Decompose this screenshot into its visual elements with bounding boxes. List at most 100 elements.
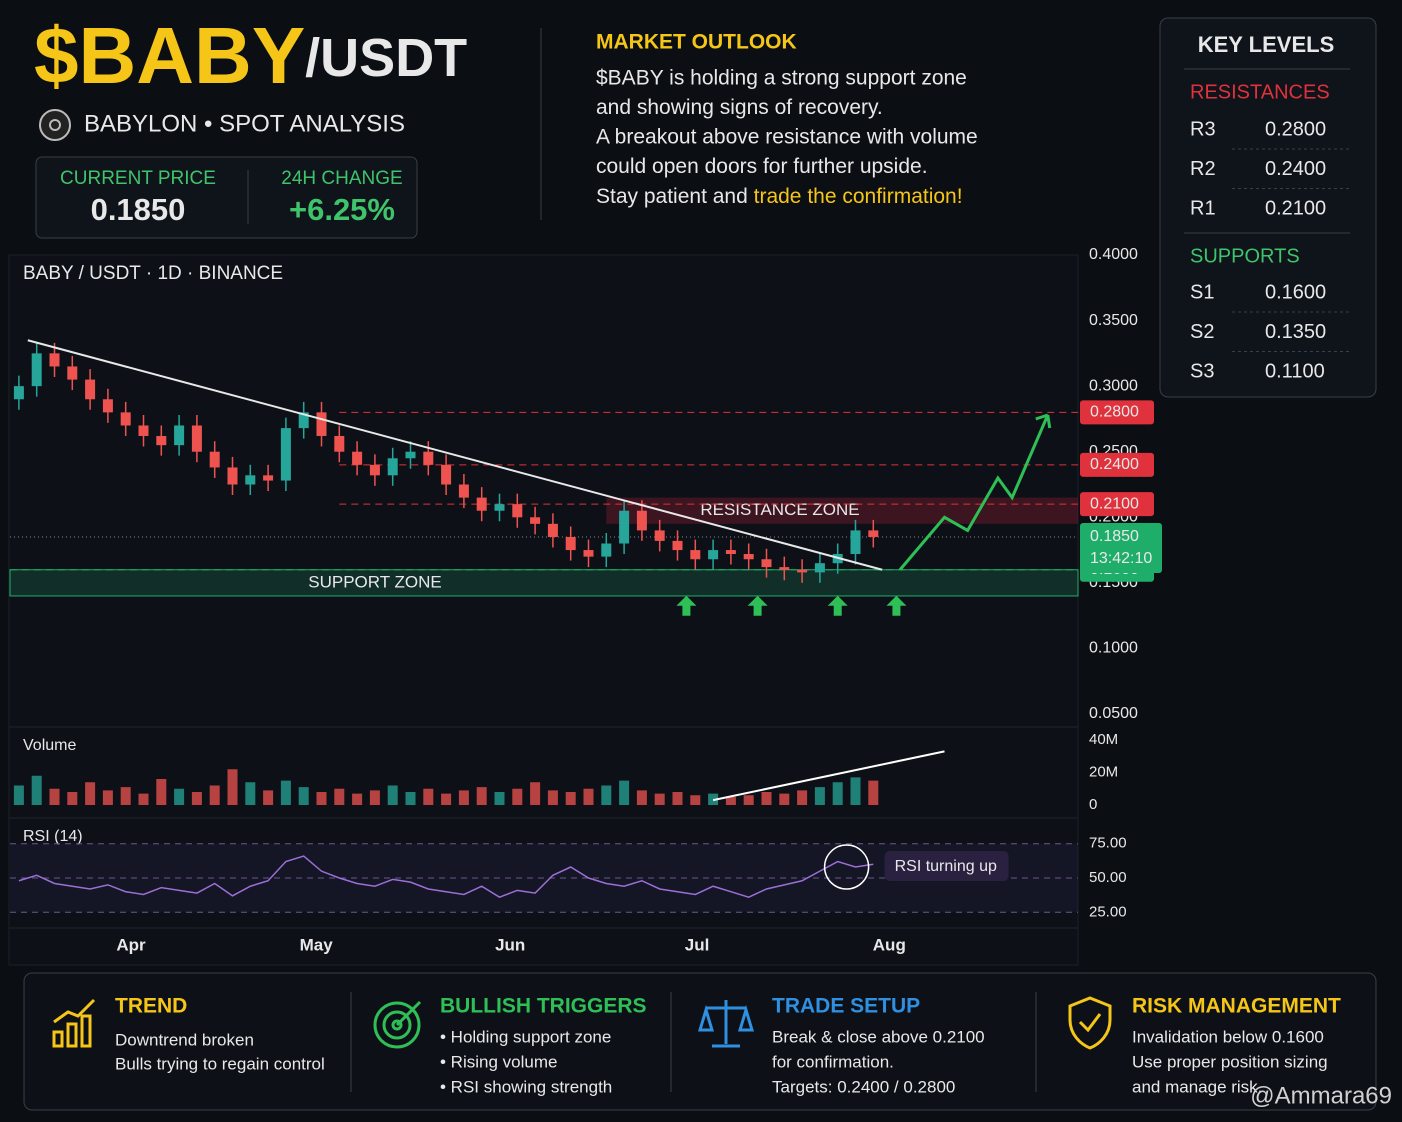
candle-body — [423, 451, 434, 465]
footer-line: Break & close above 0.2100 — [772, 1027, 985, 1046]
candle-body — [494, 504, 505, 511]
symbol: $BABY — [34, 11, 305, 100]
resistance-zone — [606, 497, 1078, 524]
volume-bar — [512, 788, 523, 805]
candle-body — [13, 386, 24, 400]
volume-bar — [280, 780, 291, 805]
candle-body — [868, 530, 879, 537]
volume-bar — [174, 788, 185, 805]
level-label: 0.2400 — [1090, 456, 1139, 473]
candle-body — [654, 530, 665, 541]
change: +6.25% — [289, 192, 395, 227]
level-name: R3 — [1190, 118, 1216, 140]
rsi-highlight — [823, 844, 870, 890]
candle-body — [369, 464, 380, 476]
level-label: 0.2100 — [1090, 495, 1139, 512]
candle-body — [316, 412, 327, 436]
volume-bar — [654, 793, 665, 805]
candle-body — [298, 412, 309, 429]
candle-body — [120, 412, 131, 426]
supports-title: SUPPORTS — [1190, 245, 1300, 267]
candle-body — [209, 451, 220, 468]
volume-bar — [369, 790, 380, 805]
outlook-line: A breakout above resistance with volume — [596, 126, 978, 149]
volume-bar — [387, 785, 398, 805]
volume-bar — [245, 782, 256, 805]
shield-icon — [1068, 996, 1112, 1050]
volume-bar — [67, 792, 78, 805]
candle-body — [743, 554, 754, 560]
footer-line: Downtrend broken — [115, 1030, 254, 1049]
volume-bar — [494, 792, 505, 805]
x-tick-label: Apr — [116, 935, 146, 954]
volume-bar — [31, 775, 42, 805]
key-levels-panel — [1159, 17, 1377, 398]
volume-bar — [672, 792, 683, 805]
level-name: S2 — [1190, 321, 1214, 343]
footer-line: Use proper position sizing — [1132, 1052, 1328, 1071]
level-name: S1 — [1190, 281, 1214, 303]
volume-bar — [797, 790, 808, 805]
candle-body — [512, 504, 523, 518]
footer: TREND Downtrend broken Bulls trying to reg… — [115, 995, 1341, 1097]
panel-label: RSI (14) — [23, 828, 83, 845]
volume-bar — [441, 793, 452, 805]
outlook-line: Stay patient and trade the confirmation! — [596, 185, 963, 208]
label: CURRENT PRICE — [60, 168, 216, 189]
candle-body — [619, 510, 630, 544]
level-table: R3 0.2800 R2 0.2400 R1 0.2100 S1 0.1600 S2 0.1350… — [1190, 118, 1350, 382]
volume-bar — [191, 792, 202, 805]
current-tag — [1080, 522, 1162, 573]
volume-bar — [565, 792, 576, 805]
volume-bar — [814, 787, 825, 805]
resistances-title: RESISTANCES — [1190, 81, 1330, 103]
y-tick-label: 0.4000 — [1089, 246, 1138, 263]
level-tag — [1080, 492, 1154, 517]
annotation: RSI turning up — [895, 858, 997, 875]
support-arrow — [747, 595, 768, 616]
candle-body — [547, 523, 558, 537]
volume-trend — [712, 750, 945, 802]
volume-bar — [583, 788, 594, 805]
volume-bar — [49, 788, 60, 805]
volume-bar — [868, 780, 879, 805]
candle-body — [352, 451, 363, 465]
key-levels-title: KEY LEVELS — [1198, 32, 1335, 57]
trend-icon — [52, 998, 96, 1048]
volume-bar — [743, 795, 754, 805]
level-value: 0.2800 — [1265, 118, 1326, 140]
arrow-head — [1035, 413, 1052, 429]
level-name: R1 — [1190, 197, 1216, 219]
volume-bar — [102, 790, 113, 805]
y-tick-label: 0.1000 — [1089, 640, 1138, 657]
footer-line: • Rising volume — [440, 1052, 557, 1071]
volume-bar — [13, 785, 24, 805]
y-tick-label: 0 — [1089, 796, 1097, 813]
current-price: 0.1850 — [91, 192, 186, 227]
candle-body — [49, 353, 60, 367]
level-name: R2 — [1190, 158, 1216, 180]
y-tick-label: 50.00 — [1089, 869, 1127, 886]
candle-body — [565, 536, 576, 551]
candle-body — [280, 428, 291, 481]
outlook-title: MARKET OUTLOOK — [596, 31, 797, 54]
title: $BABY/USDT — [34, 11, 467, 100]
candle-body — [583, 550, 594, 557]
annotation-box — [884, 851, 1009, 882]
candle-body — [31, 353, 42, 387]
x-tick-label: Jun — [495, 935, 525, 954]
volume-bar — [352, 793, 363, 805]
candle-body — [458, 484, 469, 498]
outlook-line: could open doors for further upside. — [596, 155, 928, 178]
volume-bar — [85, 782, 96, 805]
x-tick-label: Aug — [873, 935, 906, 954]
candle-body — [601, 543, 612, 557]
y-tick-label: 75.00 — [1089, 835, 1127, 852]
volume-bar — [298, 787, 309, 805]
chart: 0.40000.35000.30000.25000.20000.15000.10… — [9, 246, 1162, 954]
candle-body — [761, 559, 772, 568]
logo — [39, 109, 71, 141]
candle-body — [725, 550, 736, 555]
level-value: 0.1600 — [1265, 281, 1326, 303]
